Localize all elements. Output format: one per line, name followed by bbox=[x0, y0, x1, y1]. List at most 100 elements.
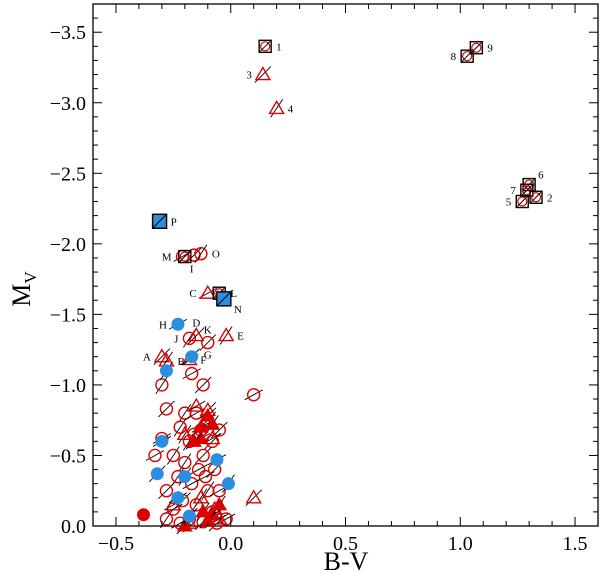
data-point-triangle-open bbox=[268, 99, 285, 118]
point-label: 2 bbox=[547, 192, 553, 204]
filled-triangle-marker bbox=[195, 503, 212, 518]
y-tick-label: −1.5 bbox=[50, 304, 86, 326]
filled-triangle-marker bbox=[204, 416, 221, 430]
square-dash bbox=[516, 196, 528, 207]
data-point-circle-filled-red bbox=[137, 508, 150, 522]
data-point-triangle-open bbox=[245, 489, 263, 507]
filled-blue-circle-marker bbox=[221, 477, 235, 491]
data-point-circle-open bbox=[244, 388, 263, 402]
data-point-circle-open bbox=[189, 462, 208, 477]
x-tick-label: 0.5 bbox=[333, 533, 358, 555]
data-point-circle-open bbox=[145, 448, 165, 463]
point-label: 1 bbox=[276, 41, 282, 53]
data-point-circle-filled-blue bbox=[183, 348, 201, 366]
error-dash bbox=[199, 334, 217, 351]
open-circle-marker bbox=[185, 476, 199, 491]
error-dash bbox=[244, 389, 263, 401]
data-point-circle-open bbox=[182, 366, 201, 381]
error-dash bbox=[178, 453, 192, 472]
x-tick-label: −0.5 bbox=[98, 533, 134, 555]
open-circle-marker bbox=[212, 484, 226, 498]
data-point-circle-filled-blue bbox=[168, 317, 188, 331]
y-tick-label: −0.5 bbox=[50, 445, 86, 467]
error-dash bbox=[166, 446, 180, 465]
open-triangle-marker bbox=[268, 100, 285, 115]
data-point-circle-open bbox=[194, 244, 208, 263]
square-dash bbox=[153, 214, 166, 228]
data-point-square-open bbox=[529, 190, 543, 204]
filled-blue-circle-marker bbox=[150, 467, 164, 481]
axes: −0.5 0.0 0.5 1.0 1.5 −3.5 −3.0 −2.5 −2.0 −1.5 −1.0… bbox=[50, 3, 599, 555]
square-inner-circle bbox=[530, 192, 542, 203]
data-point-triangle-open bbox=[192, 488, 210, 508]
y-axis-title-sub: V bbox=[21, 271, 40, 284]
data-point-circle-open bbox=[158, 482, 175, 500]
open-triangle-marker bbox=[245, 489, 262, 504]
data-point-circle-filled-blue bbox=[159, 361, 173, 381]
error-dash bbox=[194, 376, 212, 394]
point-label: 8 bbox=[451, 51, 457, 63]
open-circle-marker bbox=[246, 388, 261, 402]
data-point-circle-filled-blue bbox=[148, 465, 166, 483]
x-tick-label: 0.0 bbox=[218, 533, 243, 555]
point-label: N bbox=[234, 304, 242, 316]
point-label: J bbox=[174, 333, 179, 345]
open-circle-marker bbox=[159, 484, 174, 498]
square-dash bbox=[470, 42, 482, 54]
error-dash bbox=[178, 425, 192, 444]
error-dash bbox=[158, 400, 175, 418]
data-point-circle-open bbox=[182, 476, 201, 491]
square-marker bbox=[529, 190, 543, 204]
square-marker bbox=[469, 41, 484, 55]
error-dash bbox=[216, 513, 236, 525]
point-label: K bbox=[204, 325, 212, 337]
data-point-square-open bbox=[515, 194, 529, 209]
data-point-circle-open bbox=[166, 446, 181, 465]
error-dash bbox=[158, 482, 175, 500]
data-point-square-open bbox=[258, 39, 272, 54]
y-tick-label: −3.0 bbox=[50, 93, 86, 115]
open-circle-marker bbox=[155, 378, 169, 392]
y-tick-label: 0.0 bbox=[61, 516, 86, 538]
data-point-triangle-open bbox=[217, 326, 235, 345]
data-point-triangle-filled bbox=[191, 419, 211, 433]
filled-triangle-marker bbox=[186, 433, 202, 447]
data-point-circle-open bbox=[173, 417, 187, 437]
error-dash bbox=[182, 368, 201, 380]
point-label: 6 bbox=[538, 170, 544, 182]
data-point-circle-open bbox=[159, 509, 174, 529]
data-point-circle-open bbox=[155, 375, 169, 395]
square-marker bbox=[460, 49, 474, 63]
point-label: E bbox=[237, 331, 244, 343]
data-point-circle-filled-blue bbox=[152, 434, 172, 448]
data-point-triangle-filled bbox=[199, 407, 217, 425]
filled-blue-circle-marker bbox=[182, 509, 196, 523]
open-circle-marker bbox=[166, 448, 181, 463]
error-dash bbox=[160, 509, 173, 529]
data-point-square-open bbox=[469, 41, 484, 55]
open-circle-marker bbox=[196, 448, 210, 463]
data-point-circle-filled-blue bbox=[181, 507, 198, 525]
data-point-square-open bbox=[178, 249, 192, 264]
data-point-square-open bbox=[460, 49, 474, 63]
filled-blue-circle-marker bbox=[185, 350, 199, 364]
filled-red-circle-marker bbox=[137, 508, 150, 522]
error-dash bbox=[194, 244, 208, 263]
data-point-circle-open bbox=[158, 400, 175, 418]
filled-triangle-marker bbox=[193, 419, 209, 433]
square-dash bbox=[530, 191, 542, 203]
open-circle-marker bbox=[198, 469, 213, 484]
point-label: C bbox=[189, 288, 196, 300]
filled-triangle-marker bbox=[199, 407, 216, 422]
data-point-triangle-open bbox=[187, 397, 206, 412]
y-axis-title: MV bbox=[7, 271, 40, 307]
point-labels: 1 3 4 8 9 6 75 2 P M I O C LN H DK E J G A B F bbox=[143, 41, 553, 368]
data-point-square-filled-blue bbox=[151, 213, 168, 229]
point-label: I bbox=[190, 264, 194, 276]
data-point-circle-filled-blue bbox=[168, 491, 188, 505]
square-dash bbox=[259, 40, 271, 52]
point-label: F bbox=[200, 355, 206, 367]
open-triangle-marker bbox=[199, 284, 216, 299]
x-tick-label: 1.0 bbox=[448, 533, 473, 555]
data-point-triangle-filled bbox=[204, 415, 221, 434]
